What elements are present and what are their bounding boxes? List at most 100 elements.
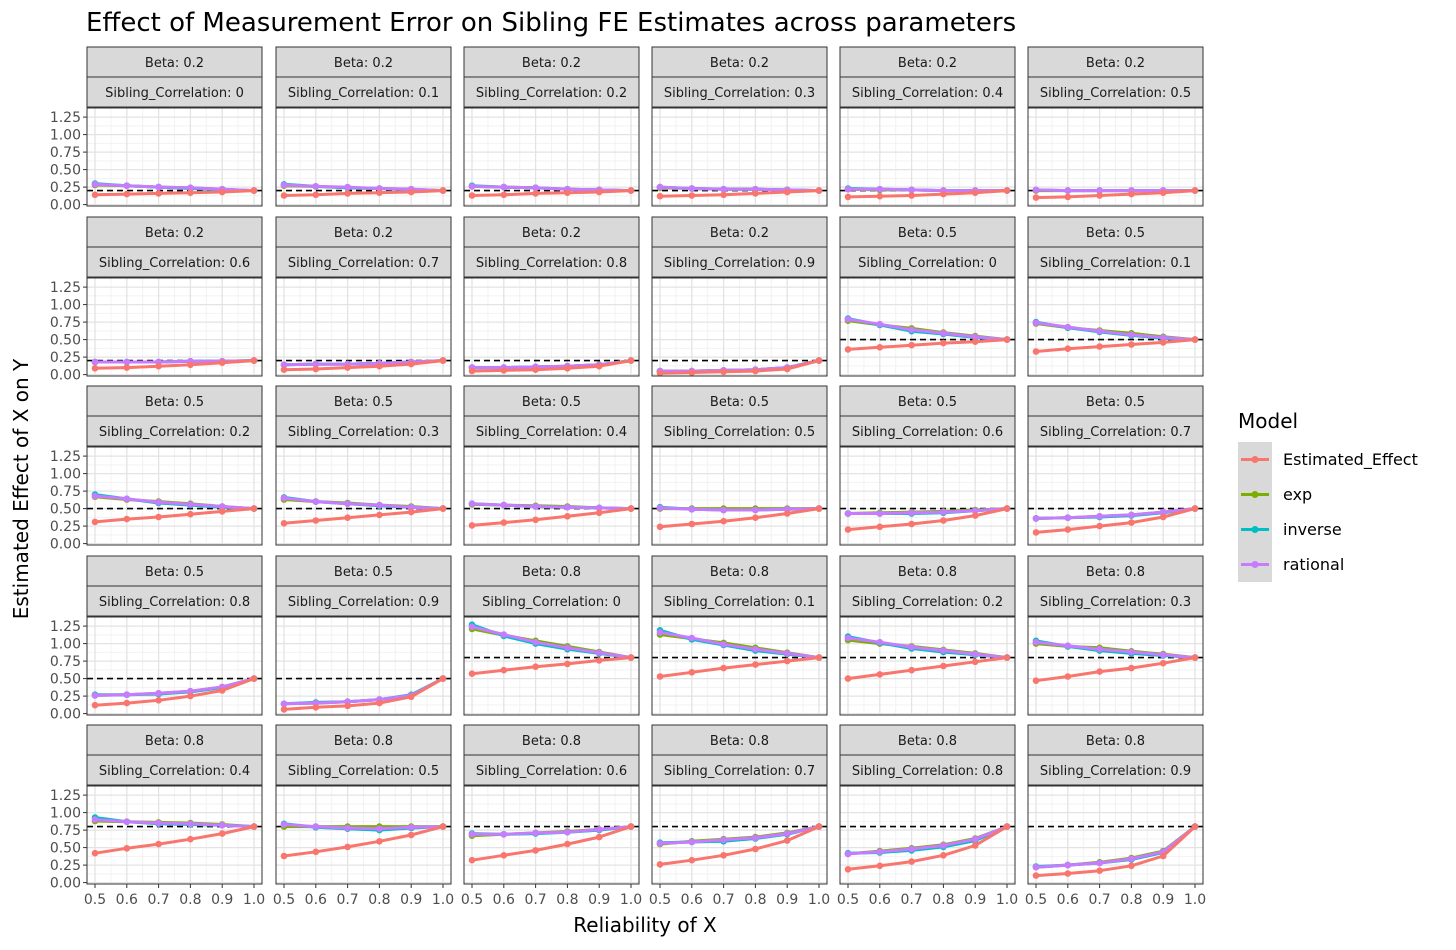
data-point-rational (876, 848, 884, 856)
y-tick-label: 0.50 (50, 672, 81, 688)
data-point-Estimated_Effect (940, 190, 947, 198)
x-tick-label: 0.8 (368, 892, 390, 908)
series-line-rational (1035, 640, 1196, 660)
series-line-Estimated_Effect (1035, 656, 1196, 683)
strip-beta (86, 46, 263, 78)
data-point-rational (91, 492, 99, 500)
data-point-rational (91, 181, 99, 188)
data-point-Estimated_Effect (500, 666, 508, 674)
data-point-rational (187, 687, 194, 695)
data-point-Estimated_Effect (783, 510, 791, 517)
strip-correlation (1027, 76, 1204, 108)
data-point-Estimated_Effect (720, 517, 727, 525)
data-point-Estimated_Effect (656, 523, 664, 531)
strip-beta-label: Beta: 0.8 (1086, 734, 1145, 749)
data-point-Estimated_Effect (376, 189, 383, 196)
series-line-Estimated_Effect (283, 677, 444, 711)
data-point-Estimated_Effect (1003, 336, 1011, 343)
data-point-Estimated_Effect (1159, 513, 1167, 521)
x-tick-label: 0.6 (681, 892, 703, 908)
data-point-rational (908, 326, 915, 334)
y-tick-label: 0.00 (50, 368, 81, 384)
data-point-Estimated_Effect (123, 515, 131, 523)
data-point-Estimated_Effect (971, 842, 979, 849)
data-point-Estimated_Effect (1096, 192, 1103, 199)
data-point-rational (752, 506, 759, 514)
y-tick-label: 0.75 (50, 823, 81, 839)
data-point-Estimated_Effect (971, 189, 979, 196)
y-axis-title: Estimated Effect of X on Y (9, 358, 33, 619)
data-point-Estimated_Effect (407, 508, 415, 516)
y-tick-label: 0.25 (50, 180, 81, 196)
data-point-rational (344, 500, 351, 507)
data-point-rational (1064, 514, 1072, 521)
panel-border (463, 446, 640, 546)
panel-border (651, 616, 828, 716)
series-line-Estimated_Effect (94, 677, 255, 707)
data-point-rational (280, 361, 288, 369)
facet-panel: Beta: 0.2 Sibling_Correlation: 0.8 (463, 216, 640, 377)
facet-panel: Beta: 0.2 Sibling_Correlation: 0.6 0.00 0.2… (50, 216, 263, 384)
data-point-Estimated_Effect (1191, 654, 1199, 661)
series-line-Estimated_Effect (471, 507, 632, 527)
x-tick-label: 0.9 (400, 892, 422, 908)
y-tick-label: 0.75 (50, 484, 81, 500)
data-point-Estimated_Effect (250, 187, 258, 194)
strip-beta (839, 385, 1016, 417)
data-point-Estimated_Effect (1128, 664, 1135, 672)
panel-border (839, 446, 1016, 546)
data-point-rational (688, 506, 696, 513)
facet-panel: Beta: 0.5 Sibling_Correlation: 0.1 (1027, 216, 1204, 377)
chart-title: Effect of Measurement Error on Sibling F… (86, 8, 1016, 38)
x-tick-label: 1.0 (432, 892, 454, 908)
panel-border (651, 107, 828, 207)
data-point-rational (656, 183, 664, 191)
series-line-Estimated_Effect (94, 359, 255, 370)
strip-beta-label: Beta: 0.8 (898, 734, 957, 749)
series-line-rational (283, 496, 444, 511)
data-point-Estimated_Effect (312, 191, 320, 199)
data-point-Estimated_Effect (656, 369, 664, 377)
panel-border (463, 785, 640, 885)
x-tick-label: 0.7 (900, 892, 922, 908)
data-point-Estimated_Effect (940, 517, 947, 524)
data-point-rational (876, 185, 884, 193)
x-tick-label: 0.8 (556, 892, 578, 908)
series-line-rational (847, 636, 1008, 660)
facet-panel: Beta: 0.8 Sibling_Correlation: 0.5 0.5 0.6 0… (273, 724, 454, 908)
data-point-Estimated_Effect (187, 692, 194, 700)
data-point-Estimated_Effect (1159, 189, 1167, 196)
data-point-Estimated_Effect (844, 675, 852, 682)
strip-correlation-label: Sibling_Correlation: 0.8 (852, 764, 1003, 779)
facet-panel: Beta: 0.2 Sibling_Correlation: 0.3 (651, 46, 828, 207)
panel-border (463, 616, 640, 716)
data-point-rational (844, 510, 852, 517)
data-point-Estimated_Effect (876, 192, 884, 200)
data-point-Estimated_Effect (908, 341, 915, 349)
data-point-Estimated_Effect (344, 190, 351, 197)
data-point-Estimated_Effect (532, 190, 539, 197)
data-point-rational (1128, 331, 1135, 338)
strip-correlation-label: Sibling_Correlation: 0.2 (852, 595, 1003, 610)
data-point-Estimated_Effect (971, 512, 979, 519)
strip-correlation (86, 246, 263, 278)
y-tick-label: 1.00 (50, 467, 81, 483)
panel-border (275, 107, 452, 207)
data-point-Estimated_Effect (250, 505, 258, 512)
series-line-Estimated_Effect (283, 189, 444, 197)
strip-correlation-label: Sibling_Correlation: 0.7 (664, 764, 815, 779)
data-point-Estimated_Effect (627, 505, 635, 512)
series-line-rational (848, 187, 1007, 193)
data-point-Estimated_Effect (1032, 348, 1040, 355)
data-point-rational (155, 690, 162, 697)
strip-beta-label: Beta: 0.5 (898, 395, 957, 410)
data-point-Estimated_Effect (500, 191, 508, 199)
x-axis-title: Reliability of X (573, 913, 717, 937)
strip-correlation (86, 76, 263, 108)
y-tick-label: 0.25 (50, 689, 81, 705)
series-line-rational (659, 630, 820, 660)
strip-beta-label: Beta: 0.5 (145, 395, 204, 410)
facet-panel: Beta: 0.5 Sibling_Correlation: 0.6 (839, 385, 1016, 546)
